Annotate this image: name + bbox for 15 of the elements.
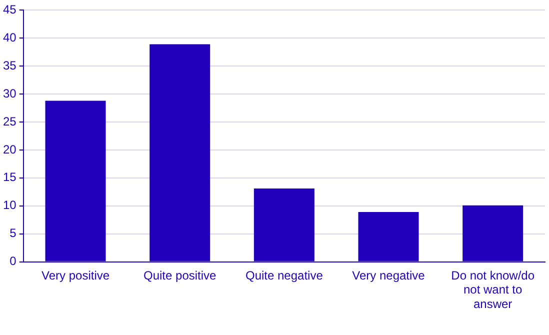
- y-tick-label: 0: [10, 254, 17, 268]
- x-tick-label: Very positive: [41, 268, 110, 282]
- y-tick-label: 20: [2, 142, 17, 156]
- y-tick-label: 45: [2, 2, 17, 17]
- y-tick-label: 40: [2, 30, 17, 44]
- x-tick-label: Quite positive: [143, 268, 217, 282]
- y-tick-label: 30: [2, 86, 17, 100]
- x-tick-label: Very negative: [352, 268, 426, 282]
- y-tick-label: 15: [2, 170, 17, 184]
- y-tick-label: 5: [10, 226, 17, 240]
- x-tick-label: Quite negative: [245, 268, 324, 282]
- y-tick-label: 25: [2, 114, 17, 128]
- y-tick-label: 10: [2, 198, 17, 212]
- x-tick-label: Do not know/do not want to answer: [451, 268, 535, 312]
- y-tick-label: 35: [2, 58, 17, 72]
